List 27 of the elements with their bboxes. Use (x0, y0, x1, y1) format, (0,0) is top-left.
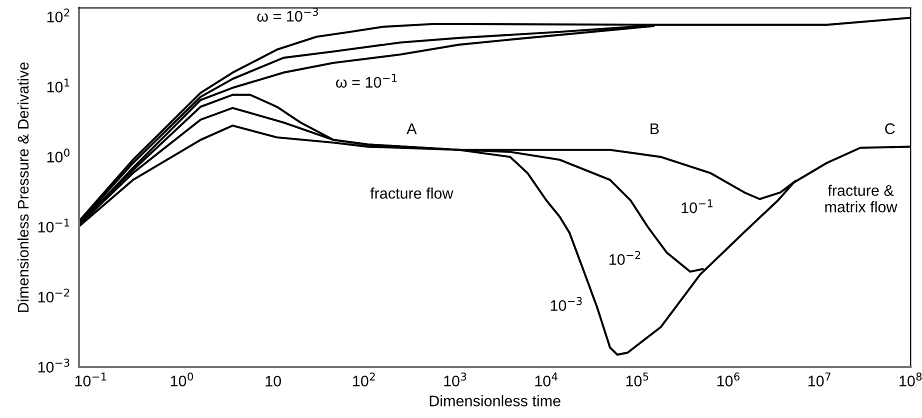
x-tick-label: 10$^{8}$ (900, 372, 922, 386)
x-tick-label: 10$^{6}$ (717, 372, 740, 386)
y-tick-label: 10$^{1}$ (47, 78, 70, 92)
y-tick-label: 10$^{−1}$ (38, 218, 70, 233)
series-label: ω = 10$^{−1}$ (336, 74, 397, 88)
series-label: 10$^{−3}$ (550, 297, 582, 311)
y-axis-title: Dimensionless Pressure & Derivative (17, 62, 29, 312)
x-tick-label: 10$^{−1}$ (75, 372, 106, 386)
y-tick-label: 10$^{2}$ (47, 8, 70, 22)
x-tick-label: 10 (266, 376, 281, 387)
x-tick-label: 10$^{2}$ (353, 372, 375, 386)
annotation: fracture flow (370, 188, 454, 199)
series-label: 10$^{−1}$ (682, 199, 712, 214)
x-axis-title: Dimensionless time (430, 395, 560, 406)
y-tick-label: 10$^{−3}$ (38, 358, 70, 373)
annotation: B (650, 123, 659, 134)
series-label: 10$^{−2}$ (610, 250, 640, 265)
y-tick-label: 10$^{−2}$ (38, 288, 70, 303)
x-tick-label: 10$^{4}$ (535, 372, 558, 386)
y-tick-label: 10$^{0}$ (47, 148, 70, 162)
x-tick-label: 10$^{7}$ (808, 372, 830, 386)
annotation: C (885, 123, 895, 134)
annotation: fracture & matrix flow (825, 184, 898, 212)
x-tick-label: 10$^{5}$ (626, 372, 648, 386)
x-tick-label: 10$^{3}$ (444, 372, 466, 386)
x-tick-label: 10$^{0}$ (170, 372, 194, 386)
annotation: A (406, 123, 417, 134)
